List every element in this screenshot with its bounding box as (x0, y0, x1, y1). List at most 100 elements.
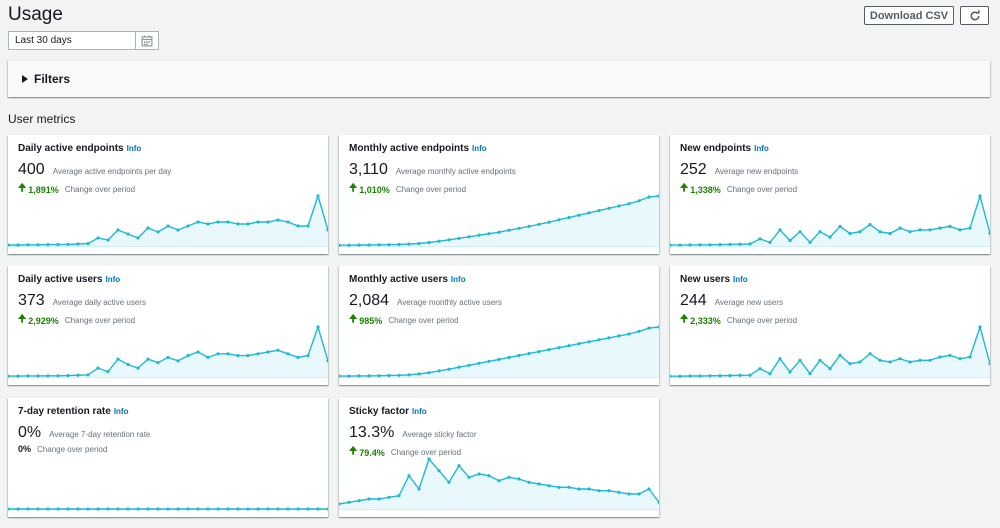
change-description: Change over period (37, 444, 108, 454)
info-link[interactable]: Info (412, 407, 427, 416)
sparkline-point (417, 372, 421, 376)
sparkline-point (688, 374, 692, 378)
sparkline-point (768, 240, 772, 244)
download-csv-button[interactable]: Download CSV (864, 6, 954, 25)
change-row: 🠉 1,010% Change over period (349, 181, 466, 198)
sparkline-point (166, 507, 170, 511)
sparkline-point (948, 353, 952, 357)
sparkline-point (938, 226, 942, 230)
info-link[interactable]: Info (450, 275, 466, 284)
page-title: Usage (8, 4, 63, 25)
calendar-button[interactable] (136, 31, 159, 50)
sparkline-point (748, 242, 752, 246)
sparkline-chart (339, 194, 659, 247)
sparkline-point (507, 475, 511, 479)
sparkline-point (116, 228, 120, 232)
sparkline-point (878, 230, 882, 234)
sparkline-point (597, 209, 601, 213)
sparkline-point (838, 353, 842, 357)
sparkline-area (339, 327, 659, 377)
info-link[interactable]: Info (472, 144, 487, 153)
sparkline-point (136, 236, 140, 240)
sparkline-point (758, 367, 762, 371)
metric-row: 2,084 Average monthly active users (349, 292, 502, 310)
sparkline-point (657, 194, 659, 198)
metric-card-new-endpoints: New endpoints Info 252 Average new endpoint… (670, 135, 990, 254)
metric-value: 3,110 (349, 161, 388, 178)
info-link[interactable]: Info (733, 275, 748, 284)
metric-row: 13.3% Average sticky factor (349, 424, 476, 442)
card-title: Monthly active endpoints Info (349, 143, 487, 154)
change-value: 1,010% (359, 184, 390, 195)
sparkline-point (377, 497, 381, 501)
info-link[interactable]: Info (113, 407, 129, 416)
change-description: Change over period (726, 185, 798, 194)
sparkline-point (738, 373, 742, 377)
sparkline-point (828, 235, 832, 239)
sparkline-point (116, 357, 120, 361)
sparkline-point (888, 360, 892, 364)
sparkline-point (678, 243, 682, 247)
sparkline-point (286, 352, 290, 356)
sparkline-point (397, 373, 401, 377)
sparkline-chart (670, 324, 990, 378)
sparkline-point (467, 363, 471, 367)
sparkline-point (587, 211, 591, 215)
sparkline-point (718, 374, 722, 378)
change-row: 🠉 2,929% Change over period (18, 312, 135, 329)
sparkline-point (407, 373, 411, 377)
sparkline-point (798, 230, 802, 234)
sparkline-point (647, 195, 651, 199)
sparkline-point (377, 243, 381, 247)
info-link[interactable]: Info (105, 275, 121, 284)
info-link[interactable]: Info (754, 144, 769, 153)
metric-card-new-users: New users Info 244 Average new users 🠉 2,333%… (670, 266, 990, 385)
sparkline-point (868, 352, 872, 356)
metric-value: 244 (680, 292, 707, 309)
sparkline-point (76, 373, 80, 377)
sparkline-point (670, 243, 672, 247)
sparkline-point (627, 492, 631, 496)
sparkline-point (56, 374, 60, 378)
card-title: Daily active endpoints Info (18, 143, 141, 154)
filters-expander[interactable]: Filters (8, 60, 990, 97)
arrow-up-icon: 🠉 (18, 183, 27, 194)
sparkline-point (56, 243, 60, 247)
sparkline-point (236, 222, 240, 226)
info-link[interactable]: Info (126, 144, 142, 153)
sparkline-point (387, 373, 391, 378)
sparkline-point (26, 243, 30, 247)
sparkline-chart (339, 325, 659, 378)
sparkline-point (988, 362, 990, 366)
sparkline-point (637, 492, 641, 496)
sparkline-point (46, 507, 50, 511)
sparkline-point (718, 243, 722, 247)
sparkline-point (86, 373, 90, 377)
metric-card-7-day-retention-rate: 7-day retention rate Info 0% Average 7-day … (8, 398, 328, 517)
refresh-icon (970, 9, 980, 20)
metric-value: 373 (18, 292, 45, 309)
sparkline-point (818, 358, 822, 362)
metric-card-sticky-factor: Sticky factor Info 13.3% Average sticky fac… (339, 398, 659, 517)
sparkline-point (457, 236, 461, 240)
change-description: Change over period (388, 316, 459, 325)
card-title: Monthly active users Info (349, 274, 466, 285)
sparkline-point (567, 215, 571, 220)
arrow-up-icon: 🠉 (349, 183, 358, 194)
change-description: Change over period (64, 185, 136, 194)
change-description: Change over period (395, 185, 467, 194)
sparkline-point (507, 228, 511, 232)
refresh-button[interactable] (960, 6, 989, 25)
sparkline-point (507, 355, 511, 359)
metric-value: 252 (680, 161, 707, 178)
date-range-input[interactable]: Last 30 days (8, 31, 136, 50)
sparkline-point (126, 507, 130, 511)
sparkline-point (898, 226, 902, 230)
card-title-text: New endpoints (680, 143, 752, 154)
arrow-up-icon: 🠉 (680, 183, 689, 194)
sparkline-point (577, 342, 581, 346)
arrow-up-icon: 🠉 (18, 314, 27, 325)
card-title-text: Daily active endpoints (18, 143, 124, 154)
sparkline-point (276, 348, 280, 352)
sparkline-point (587, 340, 591, 344)
